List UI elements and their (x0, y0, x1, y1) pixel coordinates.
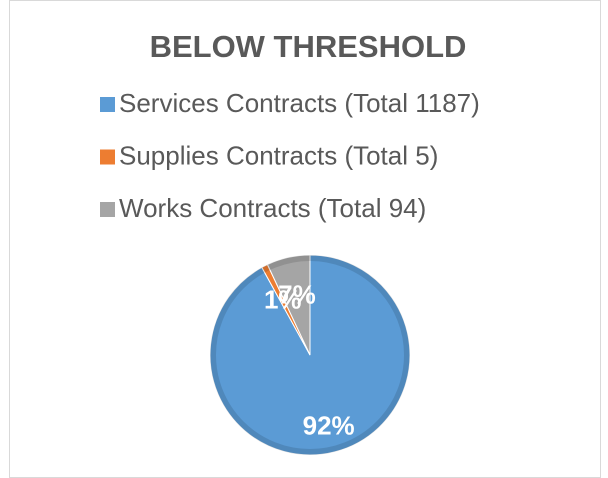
legend-swatch (100, 149, 115, 165)
data-label: 1% (264, 284, 302, 314)
legend-label: Supplies Contracts (Total 5) (119, 140, 438, 170)
legend-swatch (100, 202, 115, 217)
data-label: 92% (303, 411, 355, 441)
chart-title: BELOW THRESHOLD (150, 29, 467, 64)
legend-swatch (100, 97, 115, 112)
data-label: 7% (278, 279, 316, 309)
pie-slice (266, 254, 311, 356)
legend-label: Works Contracts (Total 94) (119, 193, 426, 223)
pie-rim (210, 255, 410, 455)
legend-label: Services Contracts (Total 1187) (119, 88, 480, 118)
